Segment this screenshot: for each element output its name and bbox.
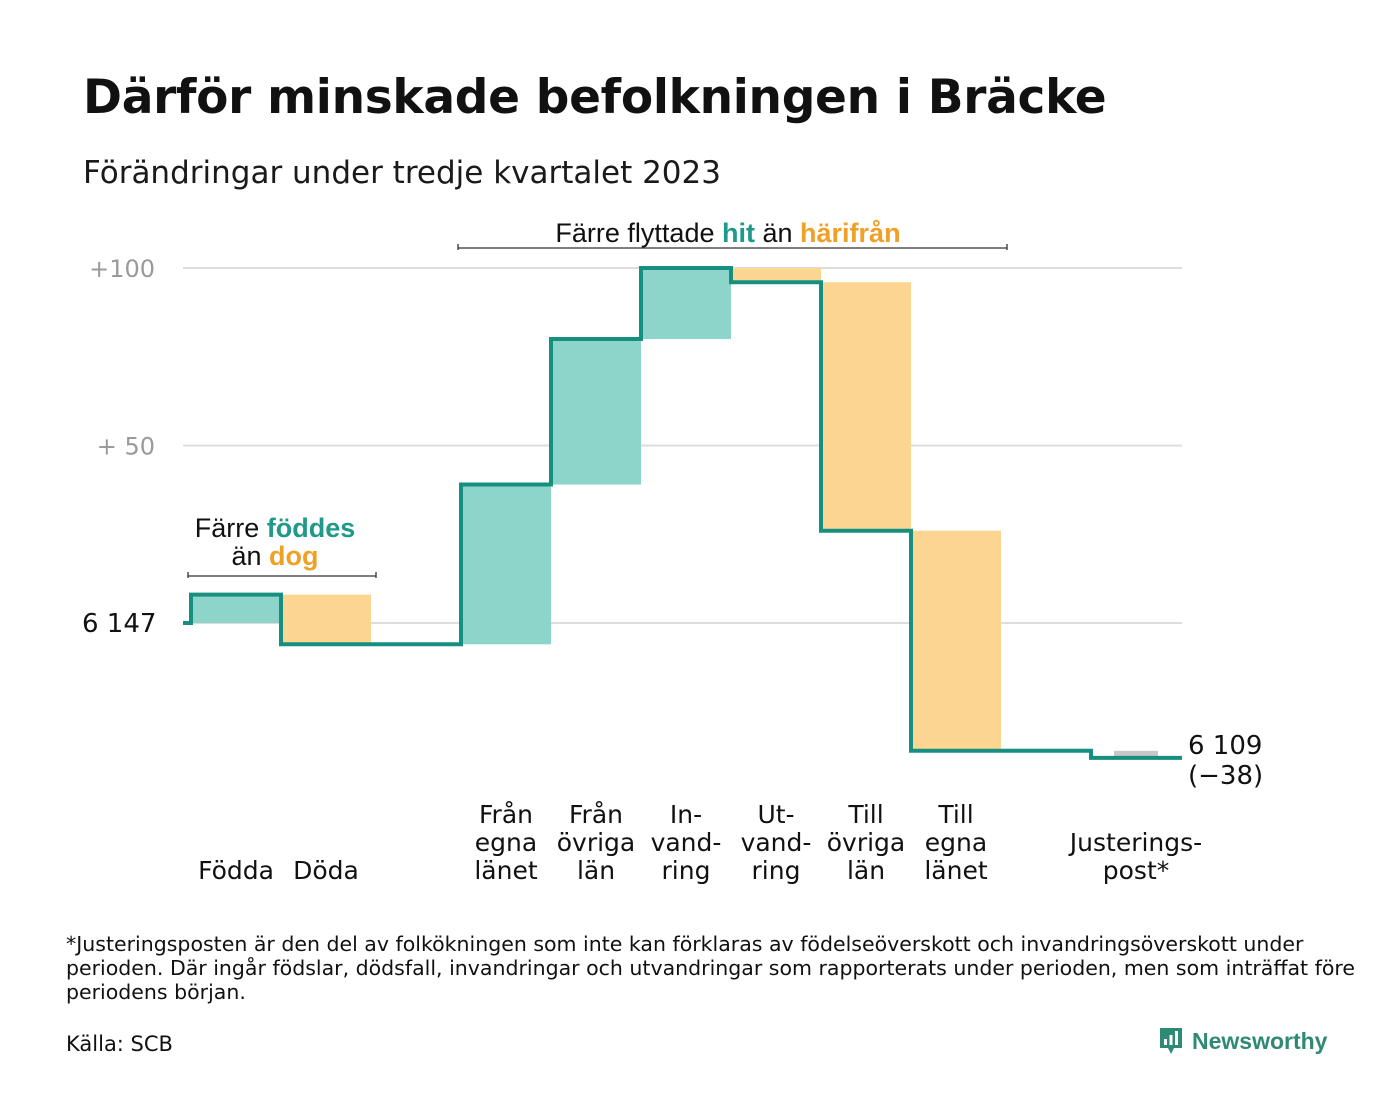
start-value-label: 6 147 <box>82 609 156 639</box>
annotation-moves-line: Färre flyttade hit än härifrån <box>555 218 900 248</box>
category-label: post* <box>1103 856 1170 885</box>
category-label: Födda <box>198 856 274 885</box>
end-value-label: (−38) <box>1188 761 1263 791</box>
category-label: Från <box>569 800 623 829</box>
bar-3 <box>461 484 551 645</box>
bar-1 <box>281 594 371 645</box>
category-label: ring <box>752 856 801 885</box>
category-label: Ut- <box>757 800 794 829</box>
cumulative-step-line <box>183 266 1182 760</box>
annotation-in-text: föddes <box>267 513 356 543</box>
category-label: Till <box>937 800 973 829</box>
category-label: länet <box>924 856 987 885</box>
category-label: Justerings- <box>1068 828 1202 857</box>
category-label: egna <box>925 828 987 857</box>
bar-6 <box>731 268 821 283</box>
annotation-births-line: än dog <box>231 541 318 571</box>
category-label: Till <box>847 800 883 829</box>
brand-name: Newsworthy <box>1192 1027 1328 1054</box>
category-label: ring <box>662 856 711 885</box>
chart-subtitle: Förändringar under tredje kvartalet 2023 <box>83 155 721 191</box>
annotation-plain-text: Färre flyttade <box>555 218 722 248</box>
newsworthy-logo-icon <box>1160 1028 1182 1054</box>
category-label: vand- <box>651 828 722 857</box>
annotation-in-text: hit <box>722 218 755 248</box>
bar-5 <box>641 268 731 339</box>
category-label: Döda <box>293 856 359 885</box>
bar-7 <box>821 282 911 531</box>
bar-10 <box>1114 750 1158 758</box>
bar-0 <box>191 594 281 623</box>
annotation-births-line: Färre föddes <box>195 513 356 543</box>
annotation-plain-text: än <box>755 218 800 248</box>
category-label: övriga <box>557 828 636 857</box>
source-note: Källa: SCB <box>66 1032 173 1056</box>
end-value-label: 6 109 <box>1188 731 1262 761</box>
category-label: egna <box>475 828 537 857</box>
chart-title: Därför minskade befolkningen i Bräcke <box>83 70 1107 125</box>
bar-8 <box>911 530 1001 751</box>
annotation-out-text: dog <box>269 541 318 571</box>
category-label: övriga <box>827 828 906 857</box>
category-label: In- <box>670 800 702 829</box>
bar-4 <box>551 339 641 485</box>
annotation-plain-text: än <box>231 541 269 571</box>
annotation-out-text: härifrån <box>800 218 901 248</box>
y-tick-label: + 50 <box>97 433 155 461</box>
annotation-plain-text: Färre <box>195 513 267 543</box>
brand: Newsworthy <box>1158 1026 1327 1056</box>
category-label: vand- <box>741 828 812 857</box>
y-tick-label: +100 <box>89 255 155 283</box>
category-label: län <box>577 856 615 885</box>
category-label: länet <box>474 856 537 885</box>
category-label: län <box>847 856 885 885</box>
category-label: Från <box>479 800 533 829</box>
footnote: *Justeringsposten är den del av folkökni… <box>66 932 1355 1004</box>
